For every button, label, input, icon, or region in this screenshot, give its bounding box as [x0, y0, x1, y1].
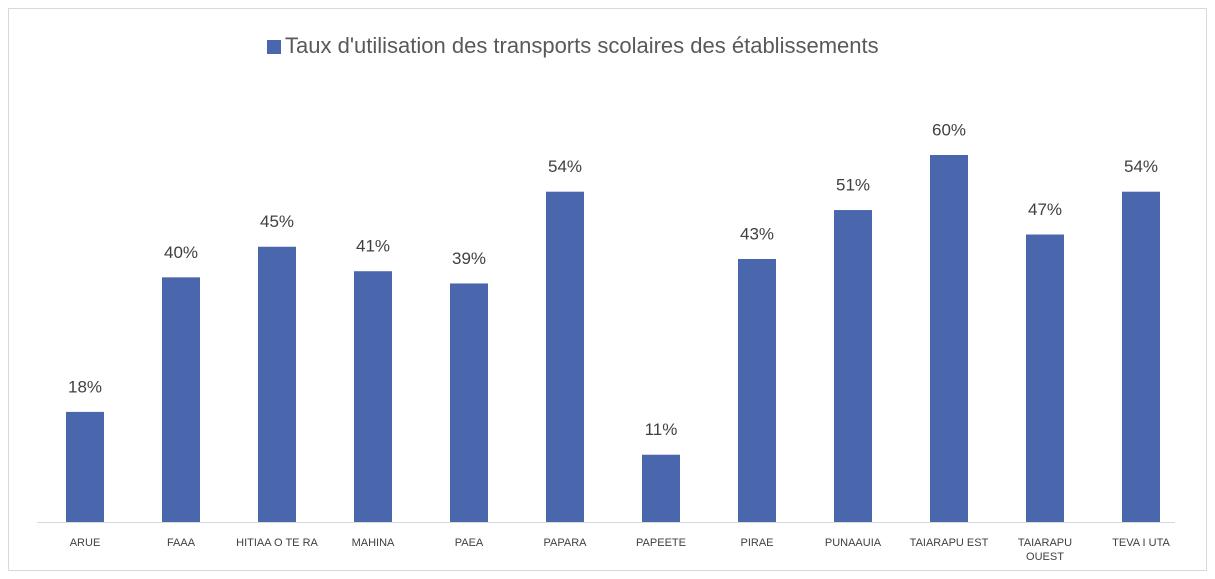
legend-label: Taux d'utilisation des transports scolai…	[285, 33, 879, 58]
bar	[930, 155, 968, 522]
chart-border	[8, 8, 1207, 571]
data-label: 18%	[68, 377, 102, 396]
data-label: 41%	[356, 237, 390, 256]
bar	[642, 454, 680, 522]
x-tick-label: PAPEETE	[636, 537, 686, 549]
data-label: 60%	[932, 120, 966, 139]
bar	[258, 246, 296, 522]
x-tick-label: PAPARA	[543, 537, 587, 549]
x-tick-label: PIRAE	[740, 537, 774, 549]
x-tick-label: TAIARAPU OUEST	[1017, 537, 1073, 563]
x-tick-label: PAEA	[454, 537, 484, 549]
x-tick-label: HITIAA O TE RA	[236, 537, 318, 549]
x-tick-label: FAAA	[166, 537, 196, 549]
data-label: 54%	[1124, 157, 1158, 176]
bar	[834, 210, 872, 523]
data-label: 40%	[164, 243, 198, 262]
data-label: 47%	[1028, 200, 1062, 219]
data-label: 43%	[740, 224, 774, 243]
bar	[450, 283, 488, 522]
x-tick-label: TAIARAPU EST	[909, 537, 989, 549]
data-label: 51%	[836, 176, 870, 195]
data-label: 39%	[452, 249, 486, 268]
legend-key	[267, 40, 281, 54]
x-tick-label: TEVA I UTA	[1112, 537, 1170, 549]
bar	[66, 411, 104, 522]
bar	[354, 271, 392, 522]
data-label: 45%	[260, 212, 294, 231]
bar	[1026, 234, 1064, 522]
data-label: 54%	[548, 157, 582, 176]
bar	[162, 277, 200, 522]
x-tick-label: MAHINA	[351, 537, 395, 549]
bar	[738, 258, 776, 522]
x-tick-label: PUNAAUIA	[824, 537, 882, 549]
x-tick-label: ARUE	[69, 537, 101, 549]
data-label: 11%	[645, 420, 678, 439]
bar	[1122, 191, 1160, 522]
bar	[546, 191, 584, 522]
